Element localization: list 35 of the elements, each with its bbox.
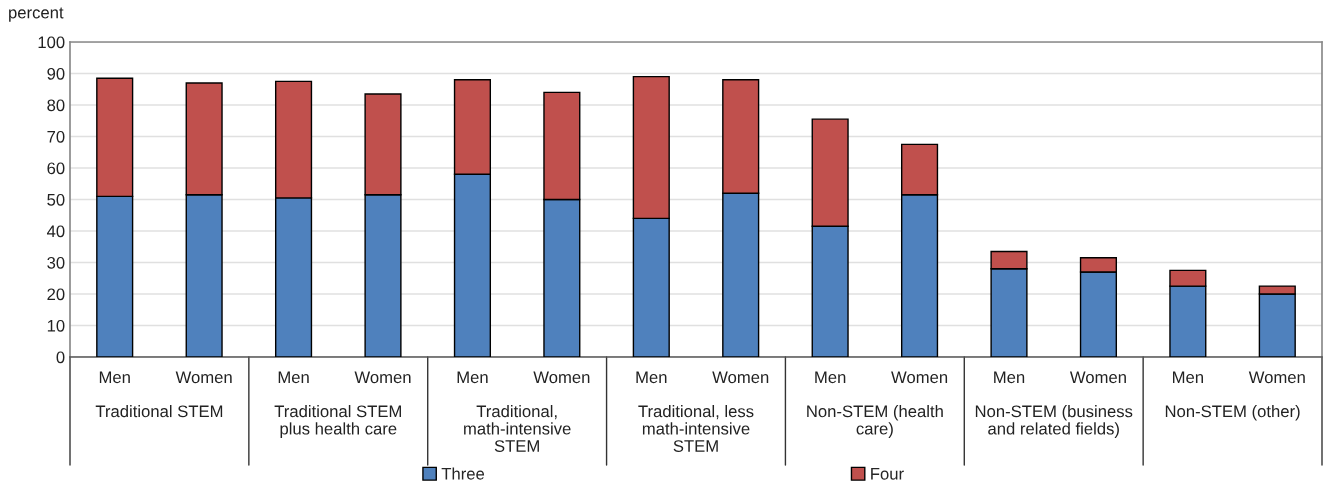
y-tick-label: 40 [46, 225, 65, 238]
x-tick-label: Men [815, 371, 846, 384]
x-tick-label: Women [175, 371, 232, 384]
text: Non-STEM (business and related fields) [975, 405, 1133, 438]
x-tick-label: Women [712, 371, 769, 384]
x-tick-label: Men [636, 371, 667, 384]
y-tick-label: 20 [47, 288, 65, 301]
y-tick-label: 0 [56, 351, 65, 364]
x-tick-label: Women [891, 371, 948, 384]
x-tick-label: Women [533, 371, 590, 384]
x-tick-label: Men [457, 371, 488, 384]
x-tick-label: Women [1069, 371, 1126, 384]
y-tick-label: 70 [47, 130, 65, 143]
legend-label: Three [441, 467, 485, 480]
y-tick-label: 90 [47, 67, 65, 80]
x-tick-label: Women [1248, 371, 1305, 384]
x-tick-label: Men [99, 371, 130, 384]
text: Non-STEM (other) [1165, 405, 1300, 421]
y-tick-label: 60 [47, 162, 65, 175]
x-tick-label: Men [1173, 371, 1203, 384]
y-tick-label: 30 [47, 256, 65, 269]
y-tick-label: 100 [38, 36, 65, 49]
x-tick-label: Women [354, 371, 411, 384]
text: Traditional, less math-intensive STEM [638, 405, 754, 452]
y-axis-title: percent [9, 7, 64, 22]
text: Traditional STEM plus health care [274, 405, 401, 438]
text: Traditional, math-intensive STEM [464, 405, 571, 452]
y-tick-label: 80 [47, 99, 65, 112]
legend-label: Four [871, 468, 904, 480]
text: Non-STEM (health care) [807, 405, 943, 438]
x-tick-label: Men [994, 371, 1025, 384]
y-tick-label: 50 [47, 193, 65, 206]
y-tick-label: 10 [47, 319, 65, 332]
text: Traditional STEM [95, 405, 223, 418]
x-tick-label: Men [278, 371, 309, 384]
